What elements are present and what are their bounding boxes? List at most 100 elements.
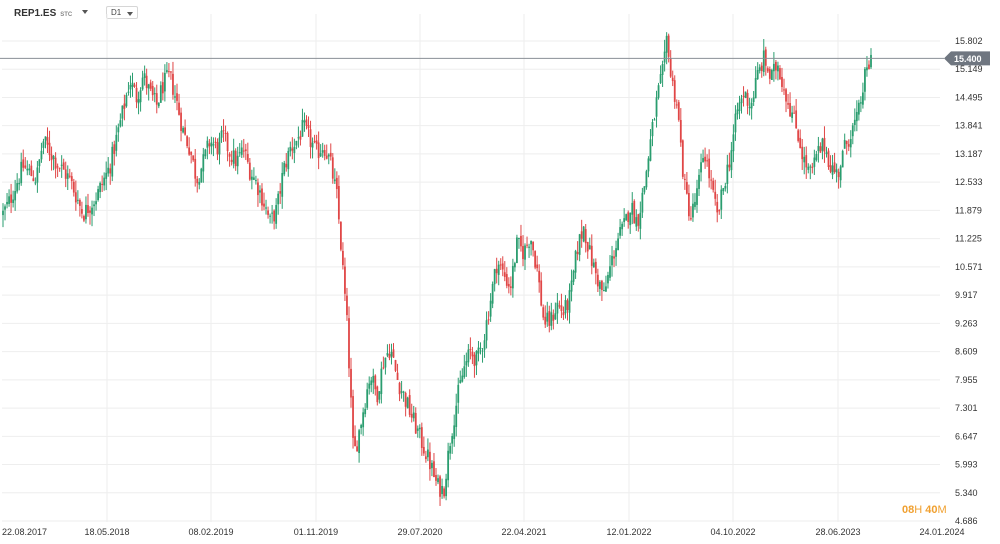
candle-body: [732, 134, 735, 152]
candle-body: [588, 245, 591, 250]
candle: [443, 486, 445, 499]
candle-body: [255, 180, 257, 182]
candle: [186, 135, 189, 149]
candle-body: [81, 209, 83, 214]
candle: [694, 193, 696, 210]
symbol-selector[interactable]: REP1.ES STC: [14, 8, 89, 19]
candle: [611, 245, 613, 277]
candle-body: [657, 85, 660, 98]
candle-body: [785, 89, 787, 102]
candle: [346, 287, 348, 321]
timeframe-select[interactable]: D1: [106, 6, 138, 19]
candle: [839, 164, 842, 188]
candle: [368, 376, 371, 395]
candle: [513, 261, 516, 272]
candle-body: [862, 92, 864, 105]
candle-body: [775, 61, 777, 71]
candle-body: [821, 138, 824, 151]
x-tick-label: 29.07.2020: [397, 527, 442, 537]
candle-body: [62, 162, 65, 170]
candle: [625, 213, 628, 221]
candle: [657, 82, 660, 100]
candle-body: [58, 167, 61, 169]
candle: [113, 140, 116, 166]
candle-body: [422, 446, 425, 454]
candle: [560, 293, 563, 319]
candle: [491, 281, 494, 309]
candle: [285, 153, 288, 172]
candle-body: [257, 182, 259, 196]
candle-body: [277, 193, 280, 205]
candle: [95, 192, 97, 211]
candle-body: [479, 347, 482, 349]
candle-body: [631, 202, 634, 215]
candle: [234, 148, 237, 171]
candle: [467, 344, 470, 367]
candle-body: [200, 168, 203, 183]
candle-body: [18, 182, 21, 185]
candle: [342, 242, 344, 270]
candle: [542, 304, 545, 321]
candle: [352, 389, 354, 449]
candle: [540, 272, 543, 307]
candle-body: [473, 354, 476, 367]
candle: [685, 172, 688, 195]
candle-body: [38, 159, 41, 167]
candle-body: [471, 351, 474, 357]
candle: [196, 176, 199, 193]
candle: [392, 343, 395, 358]
candle-body: [22, 159, 25, 168]
candle-body: [497, 264, 500, 275]
candle-body: [809, 166, 812, 168]
candle-body: [586, 242, 589, 252]
candle-body: [629, 212, 632, 226]
candle: [416, 425, 419, 438]
candle-body: [50, 154, 53, 161]
candle-body: [83, 216, 85, 221]
candle: [556, 292, 559, 324]
chevron-down-icon[interactable]: [82, 10, 89, 14]
candle-body: [248, 162, 251, 180]
candle-body: [250, 176, 253, 180]
candle-body: [56, 166, 59, 168]
candle: [309, 120, 312, 159]
candle-body: [95, 201, 97, 205]
candle-body: [358, 430, 361, 454]
candle-body: [429, 451, 431, 470]
candle: [97, 185, 99, 202]
candle: [182, 126, 184, 134]
candle: [321, 142, 324, 158]
candle: [204, 148, 207, 159]
candle-body: [406, 397, 409, 409]
candle: [32, 170, 35, 182]
candle-body: [827, 150, 830, 167]
candle-body: [621, 223, 624, 230]
candle: [568, 283, 571, 324]
candle: [85, 196, 87, 224]
candle: [758, 64, 761, 74]
candle: [141, 70, 144, 91]
candle: [386, 344, 389, 358]
candle-body: [400, 391, 403, 393]
candle-body: [206, 140, 209, 148]
candle: [712, 177, 715, 193]
candle: [109, 163, 112, 185]
candle-body: [196, 178, 199, 184]
candle-body: [823, 137, 826, 152]
candle: [845, 140, 848, 155]
candle: [633, 199, 636, 224]
candle: [198, 178, 201, 190]
candle-body: [772, 63, 775, 72]
candle-body: [598, 281, 601, 289]
candle: [62, 158, 65, 170]
candle: [742, 86, 745, 107]
candle: [105, 161, 108, 191]
candle: [200, 167, 203, 183]
candle: [99, 181, 102, 199]
candle-body: [605, 286, 607, 292]
candle: [291, 137, 294, 160]
candle: [50, 146, 53, 171]
candle-body: [603, 290, 605, 292]
candle-body: [475, 350, 478, 366]
